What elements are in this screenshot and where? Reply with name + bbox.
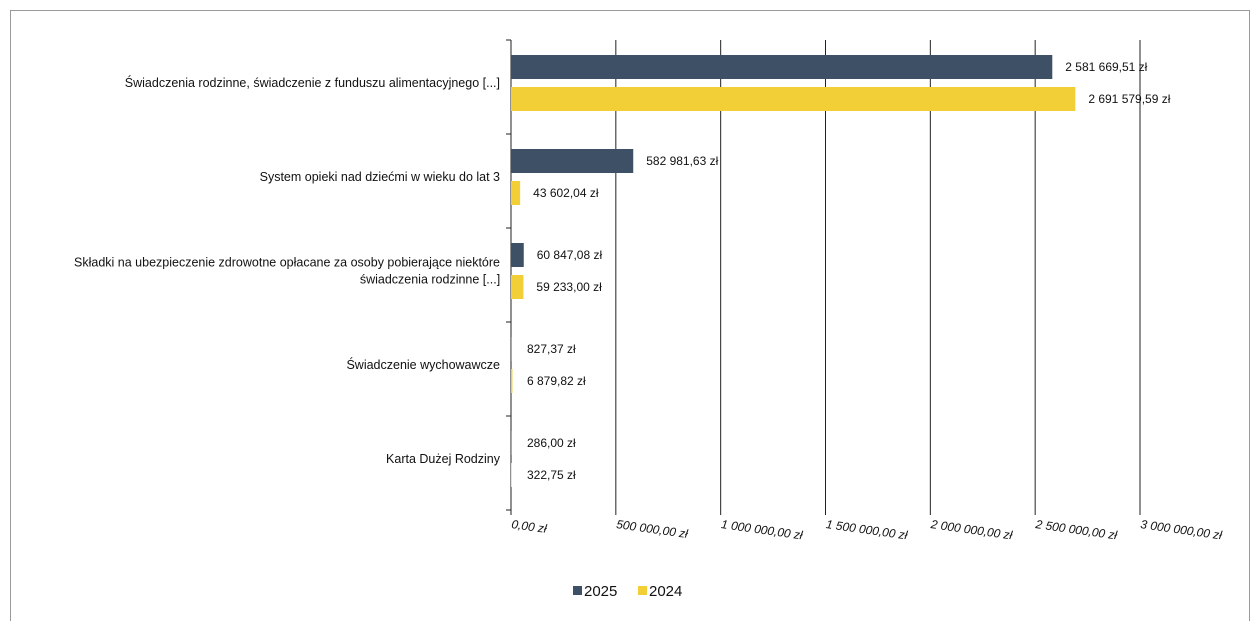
x-tick-label: 1 000 000,00 zł [720,517,804,542]
x-tick-label: 1 500 000,00 zł [825,517,909,542]
x-tick-label: 500 000,00 zł [615,517,689,541]
bar-2025 [511,431,512,455]
category-label: Świadczenia rodzinne, świadczenie z fund… [125,75,500,90]
legend-swatch-2025 [573,586,582,595]
bar-2024 [511,369,513,393]
category-label: Składki na ubezpieczenie zdrowotne opłac… [74,256,500,270]
data-label: 59 233,00 zł [536,280,602,294]
bar-2024 [511,87,1076,111]
bar-2025 [511,337,512,361]
data-label: 322,75 zł [527,468,576,482]
bar-2025 [511,243,524,267]
data-label: 827,37 zł [527,342,576,356]
bar-2024 [511,463,512,487]
x-tick-label: 2 000 000,00 zł [929,517,1014,542]
x-tick-label: 2 500 000,00 zł [1034,517,1119,542]
category-label: Karta Dużej Rodziny [386,452,501,466]
data-label: 582 981,63 zł [646,154,718,168]
legend-label: 2025 [584,583,617,600]
data-label: 6 879,82 zł [527,374,586,388]
category-label: świadczenia rodzinne [...] [360,273,500,287]
bar-2025 [511,149,634,173]
category-label: Świadczenie wychowawcze [346,357,500,372]
data-label: 2 581 669,51 zł [1065,60,1147,74]
bar-2024 [511,181,521,205]
data-label: 2 691 579,59 zł [1088,92,1170,106]
legend-label: 2024 [649,583,682,600]
bar-2024 [511,275,524,299]
legend-swatch-2024 [638,586,647,595]
x-tick-label: 0,00 zł [511,517,548,536]
bar-2025 [511,55,1053,79]
category-label: System opieki nad dziećmi w wieku do lat… [260,170,500,184]
data-label: 286,00 zł [527,436,576,450]
x-tick-label: 3 000 000,00 zł [1140,517,1224,542]
data-label: 60 847,08 zł [537,248,603,262]
data-label: 43 602,04 zł [533,186,599,200]
